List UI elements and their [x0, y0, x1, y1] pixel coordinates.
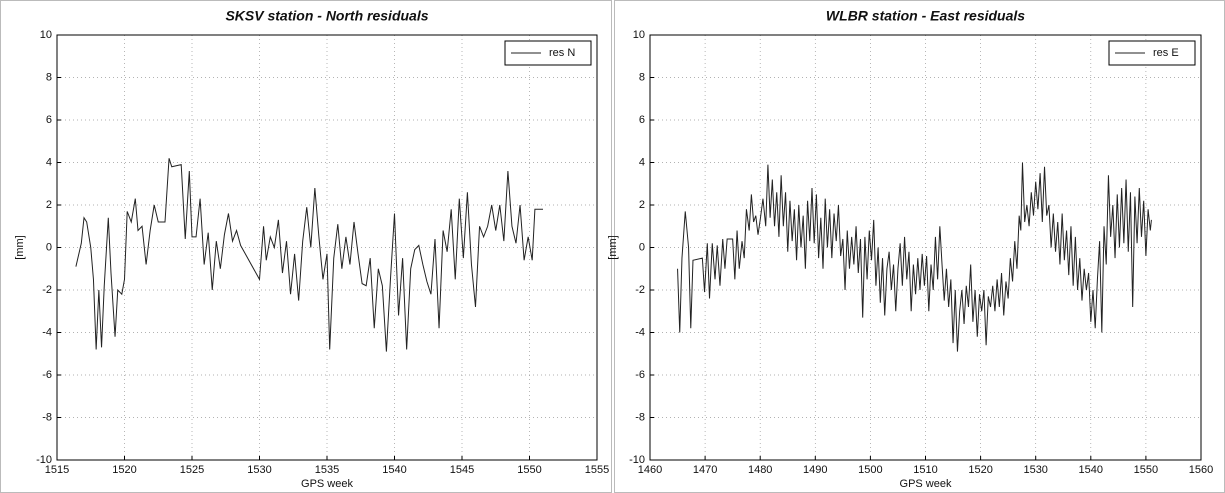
y-tick-label: -10: [36, 454, 52, 466]
y-tick-label: 2: [46, 199, 52, 211]
y-tick-label: -2: [42, 284, 52, 296]
x-tick-label: 1470: [693, 464, 717, 476]
x-tick-label: 1515: [45, 464, 69, 476]
y-tick-label: 4: [46, 156, 52, 168]
y-tick-label: 4: [639, 156, 645, 168]
y-tick-label: -6: [42, 369, 52, 381]
y-tick-label: -4: [635, 326, 645, 338]
x-tick-label: 1520: [968, 464, 992, 476]
x-tick-label: 1550: [517, 464, 541, 476]
y-tick-label: -6: [635, 369, 645, 381]
y-tick-label: 0: [46, 241, 52, 253]
y-tick-label: 10: [633, 29, 645, 41]
x-tick-label: 1550: [1134, 464, 1158, 476]
plot-frame: [649, 34, 1202, 461]
x-tick-label: 1480: [748, 464, 772, 476]
x-tick-label: 1545: [450, 464, 474, 476]
y-tick-label: -8: [42, 411, 52, 423]
x-tick-label: 1530: [1023, 464, 1047, 476]
x-tick-label: 1530: [247, 464, 271, 476]
y-tick-label: -4: [42, 326, 52, 338]
x-tick-label: 1540: [1079, 464, 1103, 476]
y-tick-label: 8: [639, 71, 645, 83]
x-tick-label: 1560: [1189, 464, 1213, 476]
x-tick-label: 1540: [382, 464, 406, 476]
y-axis-label: [mm]: [607, 235, 619, 259]
x-axis-label: GPS week: [301, 478, 353, 490]
y-axis-label: [mm]: [14, 235, 26, 259]
y-tick-label: 2: [639, 199, 645, 211]
x-tick-label: 1525: [180, 464, 204, 476]
data-line: [677, 162, 1152, 352]
x-tick-label: 1535: [315, 464, 339, 476]
x-tick-label: 1500: [858, 464, 882, 476]
chart-title: SKSV station - North residuals: [225, 8, 428, 24]
y-tick-label: -2: [635, 284, 645, 296]
x-tick-label: 1490: [803, 464, 827, 476]
x-tick-label: 1510: [913, 464, 937, 476]
y-tick-label: 6: [46, 114, 52, 126]
x-axis-label: GPS week: [900, 478, 952, 490]
y-tick-label: -10: [629, 454, 645, 466]
legend-label: res N: [549, 47, 575, 59]
plot-frame: [56, 34, 598, 461]
chart-title: WLBR station - East residuals: [826, 8, 1025, 24]
y-tick-label: 8: [46, 71, 52, 83]
data-line: [75, 158, 543, 352]
x-tick-label: 1555: [585, 464, 609, 476]
x-tick-label: 1520: [112, 464, 136, 476]
y-tick-label: 6: [639, 114, 645, 126]
legend-label: res E: [1153, 47, 1179, 59]
y-tick-label: 10: [40, 29, 52, 41]
x-tick-label: 1460: [638, 464, 662, 476]
y-tick-label: -8: [635, 411, 645, 423]
y-tick-label: 0: [639, 241, 645, 253]
